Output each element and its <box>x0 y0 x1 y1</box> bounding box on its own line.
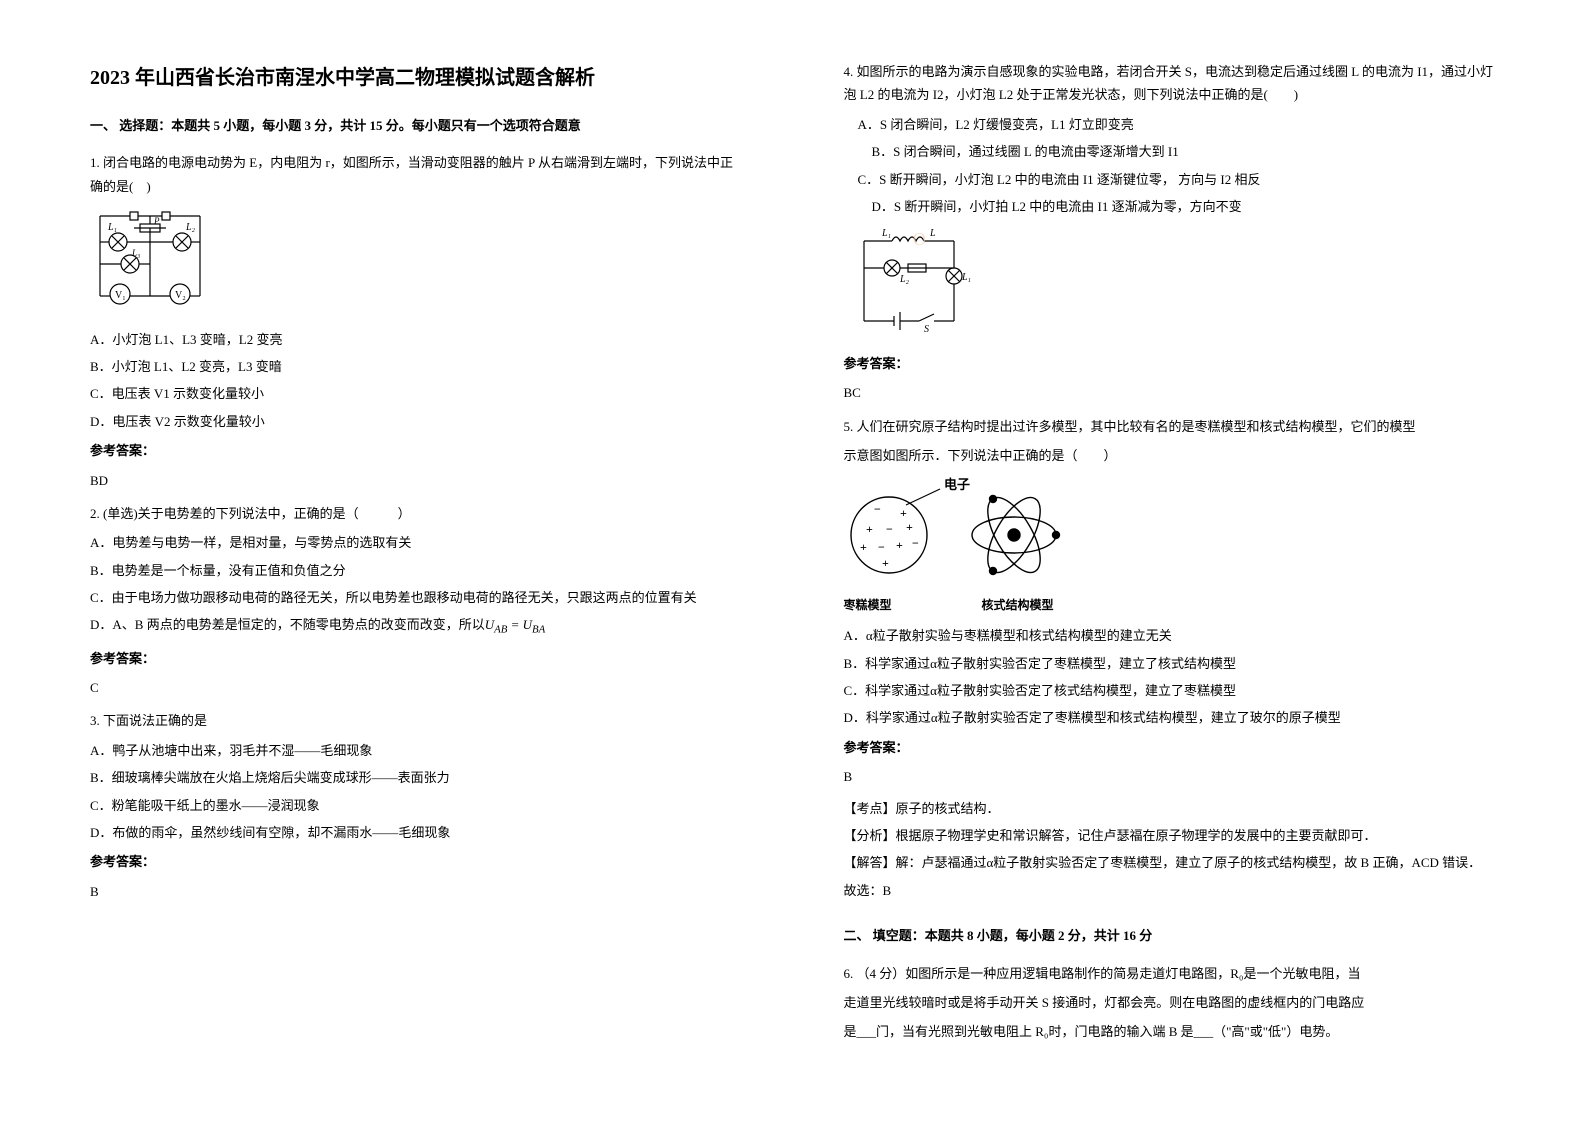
svg-text:+: + <box>900 506 907 520</box>
q3-answer-label: 参考答案： <box>90 850 744 873</box>
q2-stem: 2. (单选)关于电势差的下列说法中，正确的是（ ） <box>90 502 744 525</box>
q4-opt-d: D．S 断开瞬间，小灯拍 L2 中的电流由 I1 逐渐减为零，方向不变 <box>844 195 1498 218</box>
q6-line3: 是___门，当有光照到光敏电阻上 R₀时，门电路的输入端 B 是___（"高"或… <box>844 1020 1498 1043</box>
svg-text:L₂: L₂ <box>899 274 910 285</box>
section2-heading: 二、 填空题：本题共 8 小题，每小题 2 分，共计 16 分 <box>844 924 1498 947</box>
q3-stem: 3. 下面说法正确的是 <box>90 709 744 732</box>
svg-text:O: O <box>911 228 927 250</box>
q4-opt-b: B．S 闭合瞬间，通过线圈 L 的电流由零逐渐增大到 I1 <box>844 140 1498 163</box>
q5-stem2: 示意图如图所示．下列说法中正确的是（ ） <box>844 444 1498 467</box>
q4-circuit-diagram: L₁ L L₁ L₂ S O <box>844 226 1498 343</box>
svg-text:V₁: V₁ <box>115 290 126 301</box>
svg-text:−: − <box>874 502 881 516</box>
svg-text:+: + <box>882 556 889 570</box>
q4-opt-a: A．S 闭合瞬间，L2 灯缓慢变亮，L1 灯立即变亮 <box>844 113 1498 136</box>
q2-opt-c: C．由于电场力做功跟移动电荷的路径无关，所以电势差也跟移动电荷的路径无关，只跟这… <box>90 586 744 609</box>
q5-opt-b: B．科学家通过α粒子散射实验否定了枣糕模型，建立了核式结构模型 <box>844 652 1498 675</box>
question-6: 6. （4 分）如图所示是一种应用逻辑电路制作的简易走道灯电路图，R₀是一个光敏… <box>844 962 1498 1044</box>
exam-title: 2023 年山西省长治市南涅水中学高二物理模拟试题含解析 <box>90 60 744 96</box>
q5-answer-label: 参考答案： <box>844 736 1498 759</box>
svg-text:+: + <box>860 540 867 554</box>
svg-text:+: + <box>906 520 913 534</box>
svg-text:L₁: L₁ <box>881 228 891 239</box>
q2-opt-d: D．A、B 两点的电势差是恒定的，不随零电势点的改变而改变，所以UAB = UB… <box>90 613 744 640</box>
q4-stem: 4. 如图所示的电路为演示自感现象的实验电路，若闭合开关 S，电流达到稳定后通过… <box>844 60 1498 107</box>
q1-answer-label: 参考答案： <box>90 439 744 462</box>
q1-opt-a: A．小灯泡 L1、L3 变暗，L2 变亮 <box>90 328 744 351</box>
svg-text:L₁: L₁ <box>107 222 117 233</box>
model2-label: 核式结构模型 <box>982 595 1054 617</box>
q5-exp4: 故选：B <box>844 879 1498 902</box>
svg-text:L₃: L₃ <box>131 248 140 258</box>
question-2: 2. (单选)关于电势差的下列说法中，正确的是（ ） A．电势差与电势一样，是相… <box>90 502 744 699</box>
q1-opt-c: C．电压表 V1 示数变化量较小 <box>90 382 744 405</box>
question-3: 3. 下面说法正确的是 A．鸭子从池塘中出来，羽毛并不湿——毛细现象 B．细玻璃… <box>90 709 744 903</box>
q2-formula: UAB = UBA <box>485 617 546 632</box>
q5-answer: B <box>844 765 1498 788</box>
left-column: 2023 年山西省长治市南涅水中学高二物理模拟试题含解析 一、 选择题：本题共 … <box>0 0 794 1122</box>
q3-opt-a: A．鸭子从池塘中出来，羽毛并不湿——毛细现象 <box>90 739 744 762</box>
q5-opt-a: A．α粒子散射实验与枣糕模型和核式结构模型的建立无关 <box>844 624 1498 647</box>
svg-text:L₂: L₂ <box>185 222 196 233</box>
electron-label: 电子 <box>944 477 970 492</box>
svg-text:−: − <box>912 536 919 550</box>
q5-opt-c: C．科学家通过α粒子散射实验否定了核式结构模型，建立了枣糕模型 <box>844 679 1498 702</box>
svg-text:L₁: L₁ <box>961 272 971 283</box>
right-column: 4. 如图所示的电路为演示自感现象的实验电路，若闭合开关 S，电流达到稳定后通过… <box>794 0 1587 1122</box>
svg-text:S: S <box>924 324 929 335</box>
q2-opt-a: A．电势差与电势一样，是相对量，与零势点的选取有关 <box>90 531 744 554</box>
q6-line1: 6. （4 分）如图所示是一种应用逻辑电路制作的简易走道灯电路图，R₀是一个光敏… <box>844 962 1498 985</box>
svg-text:−: − <box>886 522 893 536</box>
question-1: 1. 闭合电路的电源电动势为 E，内电阻为 r，如图所示，当滑动变阻器的触片 P… <box>90 151 744 492</box>
q6-line2: 走道里光线较暗时或是将手动开关 S 接通时，灯都会亮。则在电路图的虚线框内的门电… <box>844 991 1498 1014</box>
section1-heading: 一、 选择题：本题共 5 小题，每小题 3 分，共计 15 分。每小题只有一个选… <box>90 114 744 137</box>
svg-text:+: + <box>896 538 903 552</box>
q5-opt-d: D．科学家通过α粒子散射实验否定了枣糕模型和核式结构模型，建立了玻尔的原子模型 <box>844 706 1498 729</box>
svg-text:L: L <box>929 228 936 239</box>
q5-exp2: 【分析】根据原子物理学史和常识解答，记住卢瑟福在原子物理学的发展中的主要贡献即可… <box>844 824 1498 847</box>
q3-opt-c: C．粉笔能吸干纸上的墨水——浸润现象 <box>90 794 744 817</box>
q5-stem1: 5. 人们在研究原子结构时提出过许多模型，其中比较有名的是枣糕模型和核式结构模型… <box>844 415 1498 438</box>
q4-opt-c: C．S 断开瞬间，小灯泡 L2 中的电流由 I1 逐渐键位零， 方向与 I2 相… <box>844 168 1498 191</box>
svg-text:P: P <box>153 216 160 226</box>
q1-answer: BD <box>90 469 744 492</box>
svg-text:+: + <box>866 522 873 536</box>
q3-opt-b: B．细玻璃棒尖端放在火焰上烧熔后尖端变成球形——表面张力 <box>90 766 744 789</box>
svg-text:V₂: V₂ <box>175 290 186 301</box>
q4-answer: BC <box>844 381 1498 404</box>
q3-answer: B <box>90 880 744 903</box>
q2-answer-label: 参考答案： <box>90 647 744 670</box>
q5-atom-models-diagram: −+ +−+ +−+− + 电子 枣 <box>844 475 1498 616</box>
model1-label: 枣糕模型 <box>844 595 892 617</box>
question-4: 4. 如图所示的电路为演示自感现象的实验电路，若闭合开关 S，电流达到稳定后通过… <box>844 60 1498 405</box>
question-5: 5. 人们在研究原子结构时提出过许多模型，其中比较有名的是枣糕模型和核式结构模型… <box>844 415 1498 903</box>
svg-text:−: − <box>878 540 885 554</box>
q2-answer: C <box>90 676 744 699</box>
q4-answer-label: 参考答案： <box>844 352 1498 375</box>
q2-opt-d-text: D．A、B 两点的电势差是恒定的，不随零电势点的改变而改变，所以 <box>90 617 485 632</box>
q1-stem: 1. 闭合电路的电源电动势为 E，内电阻为 r，如图所示，当滑动变阻器的触片 P… <box>90 151 744 198</box>
q1-opt-b: B．小灯泡 L1、L2 变亮，L3 变暗 <box>90 355 744 378</box>
q5-exp3: 【解答】解：卢瑟福通过α粒子散射实验否定了枣糕模型，建立了原子的核式结构模型，故… <box>844 851 1498 874</box>
q2-opt-b: B．电势差是一个标量，没有正值和负值之分 <box>90 559 744 582</box>
q1-circuit-diagram: L₁ P L₂ L₃ V₁ V₂ <box>90 206 744 313</box>
q3-opt-d: D．布做的雨伞，虽然纱线间有空隙，却不漏雨水——毛细现象 <box>90 821 744 844</box>
q5-exp1: 【考点】原子的核式结构． <box>844 797 1498 820</box>
q1-opt-d: D．电压表 V2 示数变化量较小 <box>90 410 744 433</box>
